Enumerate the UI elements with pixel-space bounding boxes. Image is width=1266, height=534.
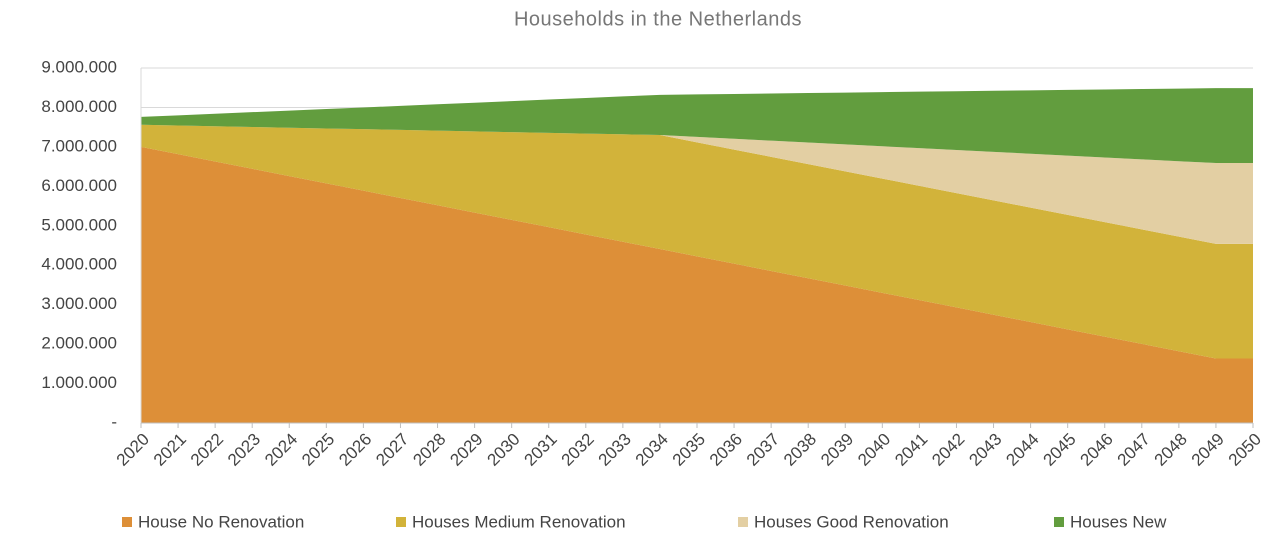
- legend-swatch: [122, 517, 132, 527]
- y-tick-label: -: [111, 412, 117, 431]
- x-tick-label: 2025: [298, 430, 338, 470]
- x-tick-label: 2043: [965, 430, 1005, 470]
- x-tick-label: 2047: [1114, 430, 1154, 470]
- y-tick-label: 4.000.000: [41, 255, 117, 274]
- x-tick-label: 2048: [1151, 430, 1191, 470]
- x-tick-label: 2045: [1039, 430, 1079, 470]
- x-tick-label: 2042: [928, 430, 968, 470]
- legend-swatch: [738, 517, 748, 527]
- legend-swatch: [1054, 517, 1064, 527]
- x-tick-label: 2024: [261, 430, 301, 470]
- x-tick-label: 2030: [483, 430, 523, 470]
- x-tick-label: 2038: [780, 430, 820, 470]
- x-tick-label: 2022: [187, 430, 227, 470]
- legend-swatch: [396, 517, 406, 527]
- x-tick-label: 2050: [1225, 430, 1265, 470]
- x-tick-label: 2031: [521, 430, 561, 470]
- area: [141, 88, 1253, 164]
- legend-label: Houses Good Renovation: [754, 512, 949, 531]
- x-tick-label: 2027: [372, 430, 412, 470]
- x-tick-label: 2023: [224, 430, 264, 470]
- chart-title: Households in the Netherlands: [514, 8, 802, 30]
- x-tick-label: 2037: [743, 430, 783, 470]
- x-tick-label: 2039: [817, 430, 857, 470]
- x-tick-label: 2020: [113, 430, 153, 470]
- y-tick-label: 1.000.000: [41, 373, 117, 392]
- x-tick-label: 2032: [558, 430, 598, 470]
- y-tick-label: 3.000.000: [41, 294, 117, 313]
- x-tick-label: 2026: [335, 430, 375, 470]
- x-tick-label: 2041: [891, 430, 931, 470]
- x-tick-label: 2046: [1077, 430, 1117, 470]
- y-tick-label: 2.000.000: [41, 334, 117, 353]
- y-tick-label: 6.000.000: [41, 176, 117, 195]
- x-tick-label: 2035: [669, 430, 709, 470]
- area: [141, 124, 1253, 244]
- legend-label: House No Renovation: [138, 512, 304, 531]
- area: [141, 124, 1253, 359]
- x-tick-label: 2033: [595, 430, 635, 470]
- x-tick-label: 2044: [1002, 430, 1042, 470]
- x-tick-label: 2049: [1188, 430, 1228, 470]
- x-tick-label: 2034: [632, 430, 672, 470]
- area: [141, 146, 1253, 423]
- x-tick-label: 2028: [409, 430, 449, 470]
- x-tick-label: 2036: [706, 430, 746, 470]
- x-tick-label: 2029: [446, 430, 486, 470]
- y-tick-label: 5.000.000: [41, 215, 117, 234]
- x-tick-label: 2021: [150, 430, 190, 470]
- y-tick-label: 9.000.000: [41, 57, 117, 76]
- x-tick-label: 2040: [854, 430, 894, 470]
- y-tick-label: 8.000.000: [41, 97, 117, 116]
- legend-label: Houses Medium Renovation: [412, 512, 626, 531]
- legend-label: Houses New: [1070, 512, 1167, 531]
- y-tick-label: 7.000.000: [41, 136, 117, 155]
